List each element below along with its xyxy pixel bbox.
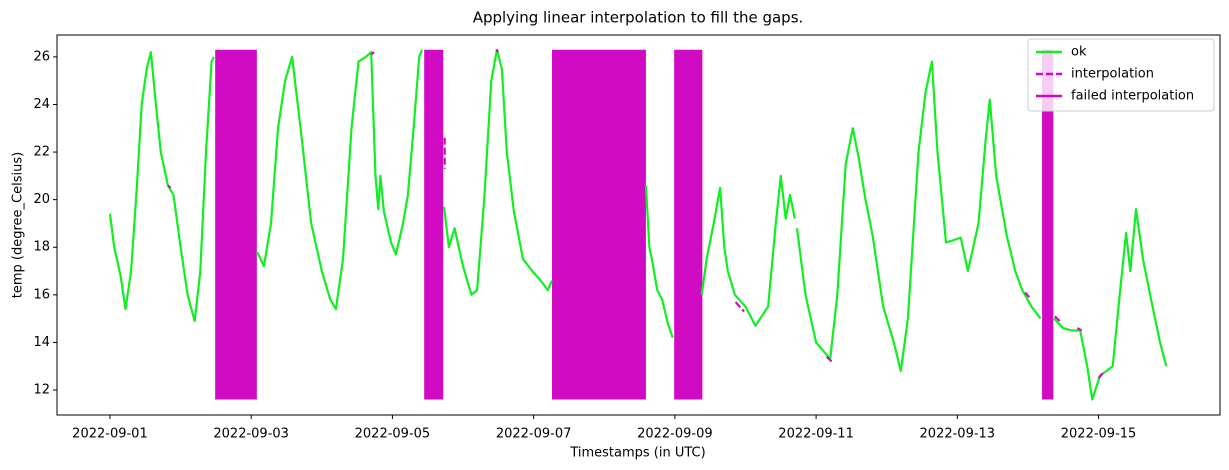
plot-frame bbox=[56, 34, 1221, 416]
y-tick-label: 18 bbox=[33, 240, 50, 255]
y-tick-label: 22 bbox=[33, 145, 50, 160]
failed-span bbox=[215, 49, 257, 400]
x-tick-label: 2022-09-15 bbox=[1061, 427, 1137, 442]
chart-title: Applying linear interpolation to fill th… bbox=[473, 9, 804, 27]
failed-span bbox=[674, 49, 703, 400]
y-tick-label: 16 bbox=[33, 287, 50, 302]
legend-label: ok bbox=[1071, 45, 1087, 60]
y-tick-label: 26 bbox=[33, 49, 50, 64]
series-line bbox=[167, 49, 1104, 379]
plot-area bbox=[108, 48, 1168, 401]
y-tick-label: 24 bbox=[33, 97, 50, 112]
y-axis-label: temp (degree_Celsius) bbox=[11, 152, 26, 298]
failed-span bbox=[1042, 49, 1054, 400]
y-tick-label: 14 bbox=[33, 335, 50, 350]
x-tick-label: 2022-09-09 bbox=[637, 427, 713, 442]
legend-label: failed interpolation bbox=[1071, 89, 1194, 104]
x-tick-label: 2022-09-11 bbox=[778, 427, 854, 442]
legend-box bbox=[1027, 38, 1215, 112]
x-tick-label: 2022-09-07 bbox=[496, 427, 572, 442]
legend-label: interpolation bbox=[1071, 67, 1154, 82]
y-tick-label: 20 bbox=[33, 192, 50, 207]
x-tick-label: 2022-09-13 bbox=[920, 427, 996, 442]
x-tick-label: 2022-09-03 bbox=[213, 427, 289, 442]
failed-span bbox=[551, 49, 646, 400]
x-axis-label: Timestamps (in UTC) bbox=[569, 446, 705, 461]
y-tick-label: 12 bbox=[33, 383, 50, 398]
x-tick-label: 2022-09-01 bbox=[72, 427, 148, 442]
failed-span bbox=[424, 49, 444, 400]
x-tick-label: 2022-09-05 bbox=[355, 427, 431, 442]
